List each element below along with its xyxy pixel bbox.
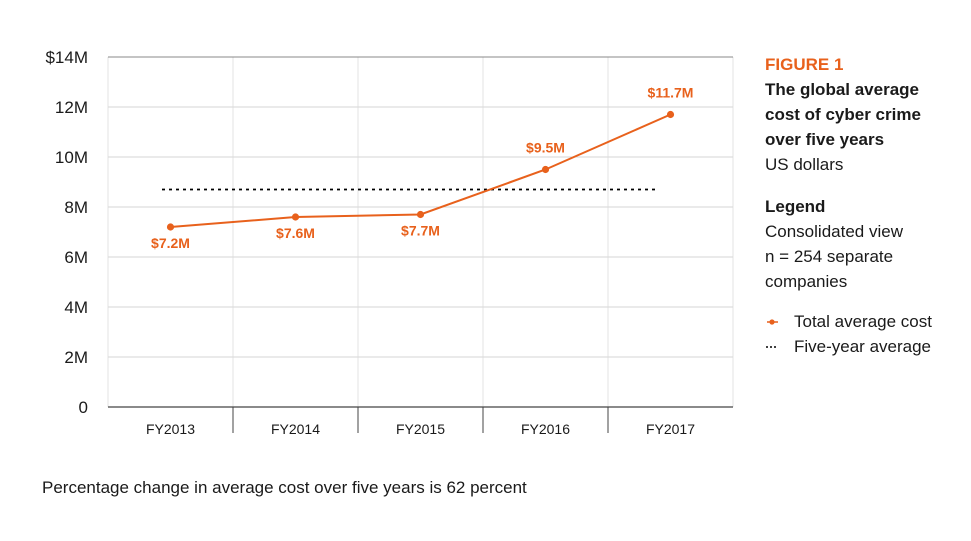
data-label: $7.7M [401, 223, 440, 239]
y-tick-label: 8M [64, 198, 88, 217]
total-average-cost-line [170, 113, 671, 228]
y-tick-label: $14M [45, 48, 88, 67]
legend-label-five-year-average: Five-year average [794, 337, 932, 356]
figure-label: FIGURE 1 [765, 55, 844, 74]
legend-label-total-average-cost: Total average cost [794, 312, 932, 331]
legend-item-total-average-cost: Total average cost [765, 309, 965, 334]
legend-description-line-2: n = 254 separate [765, 247, 894, 266]
data-point [666, 110, 675, 119]
x-tick-label: FY2015 [396, 421, 445, 437]
footnote: Percentage change in average cost over f… [42, 478, 527, 497]
data-label: $7.6M [276, 225, 315, 241]
figure-title-line-2: cost of cyber crime [765, 105, 921, 124]
y-tick-label: 2M [64, 348, 88, 367]
x-tick-label: FY2013 [146, 421, 195, 437]
figure-sidebar: FIGURE 1 The global average cost of cybe… [765, 52, 965, 359]
legend-item-five-year-average: Five-year average [765, 334, 965, 359]
x-tick-label: FY2014 [271, 421, 320, 437]
y-tick-label: 12M [55, 98, 88, 117]
orange-line-dot-icon [767, 319, 778, 325]
legend-items: Total average cost Five-year average [765, 309, 965, 359]
figure-subtitle: US dollars [765, 155, 844, 174]
legend-description-line-3: companies [765, 272, 848, 291]
data-label: $9.5M [526, 140, 565, 156]
y-tick-label: 4M [64, 298, 88, 317]
data-point [291, 213, 300, 221]
y-tick-label: 10M [55, 148, 88, 167]
dotted-line-icon [766, 346, 778, 348]
data-point [416, 210, 425, 219]
figure-title-line-1: The global average [765, 80, 919, 99]
data-label: $7.2M [151, 235, 190, 251]
legend-heading: Legend [765, 197, 826, 216]
y-tick-label: 6M [64, 248, 88, 267]
data-label: $11.7M [648, 85, 694, 101]
data-point [541, 165, 550, 174]
y-tick-label: 0 [79, 398, 88, 417]
data-point [166, 223, 175, 231]
x-tick-label: FY2017 [646, 421, 695, 437]
legend-description-line-1: Consolidated view [765, 222, 903, 241]
figure-title-line-3: over five years [765, 130, 885, 149]
x-tick-label: FY2016 [521, 421, 570, 437]
